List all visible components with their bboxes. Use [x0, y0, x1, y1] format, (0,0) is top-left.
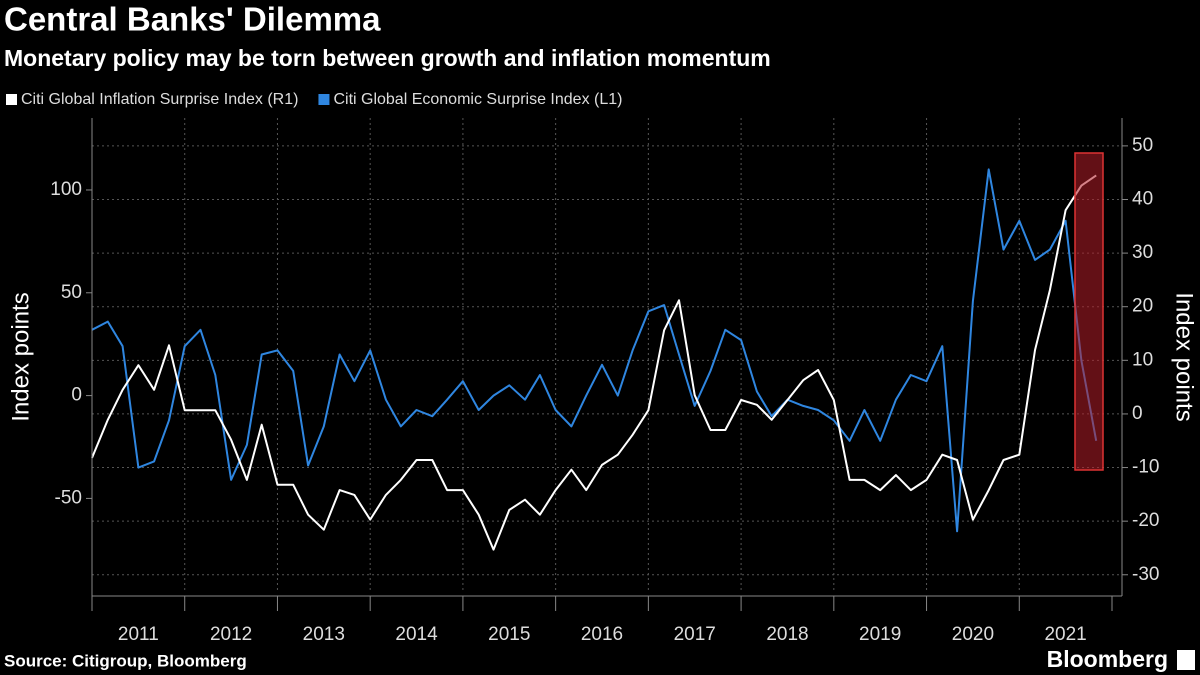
x-tick-label: 2016 [581, 624, 623, 645]
y2-tick-label: 40 [1132, 189, 1153, 210]
highlight-box [1074, 152, 1104, 471]
x-tick-label: 2012 [210, 624, 252, 645]
x-tick-label: 2014 [395, 624, 438, 645]
legend-swatch [6, 94, 17, 105]
source-note: Source: Citigroup, Bloomberg [4, 651, 247, 670]
y2-axis-label: Index points [1171, 292, 1198, 421]
x-tick-label: 2021 [1044, 624, 1086, 645]
legend-label: Citi Global Economic Surprise Index (L1) [333, 91, 622, 108]
y2-tick-label: -20 [1132, 510, 1159, 531]
plot [91, 168, 1098, 551]
y2-tick-label: -30 [1132, 564, 1159, 585]
axes: -50 0 50 100 -30 -20 -10 0 10 20 30 40 50 2011 2012 201… [50, 118, 1159, 645]
y2-tick-label: -10 [1132, 457, 1159, 478]
y2-tick-label: 30 [1132, 242, 1153, 263]
grid [91, 118, 1122, 593]
y2-tick-label: 20 [1132, 296, 1153, 317]
legend: Citi Global Inflation Surprise Index (R1… [6, 91, 622, 108]
y-tick-label: -50 [55, 487, 82, 508]
x-tick-label: 2011 [118, 624, 159, 645]
chart-subtitle: Monetary policy may be torn between grow… [4, 45, 771, 71]
legend-swatch [318, 94, 330, 105]
y2-tick-label: 0 [1132, 403, 1143, 424]
y2-tick-label: 10 [1132, 349, 1153, 370]
y-tick-label: 0 [71, 385, 82, 406]
y2-tick-label: 50 [1132, 135, 1153, 156]
legend-label: Citi Global Inflation Surprise Index (R1… [21, 91, 298, 108]
x-tick-label: 2020 [952, 624, 994, 645]
series-line [91, 174, 1097, 551]
brand: Bloomberg [1047, 646, 1168, 672]
series-line [91, 168, 1098, 533]
x-tick-label: 2015 [488, 624, 530, 645]
brand-icon [1177, 650, 1195, 670]
x-tick-label: 2017 [674, 624, 716, 645]
chart-title: Central Banks' Dilemma [4, 1, 381, 38]
x-tick-label: 2013 [303, 624, 345, 645]
y-tick-label: 50 [61, 282, 82, 303]
x-tick-label: 2018 [766, 624, 808, 645]
y-axis-label: Index points [7, 292, 34, 421]
x-tick-label: 2019 [859, 624, 901, 645]
y-tick-label: 100 [50, 179, 82, 200]
